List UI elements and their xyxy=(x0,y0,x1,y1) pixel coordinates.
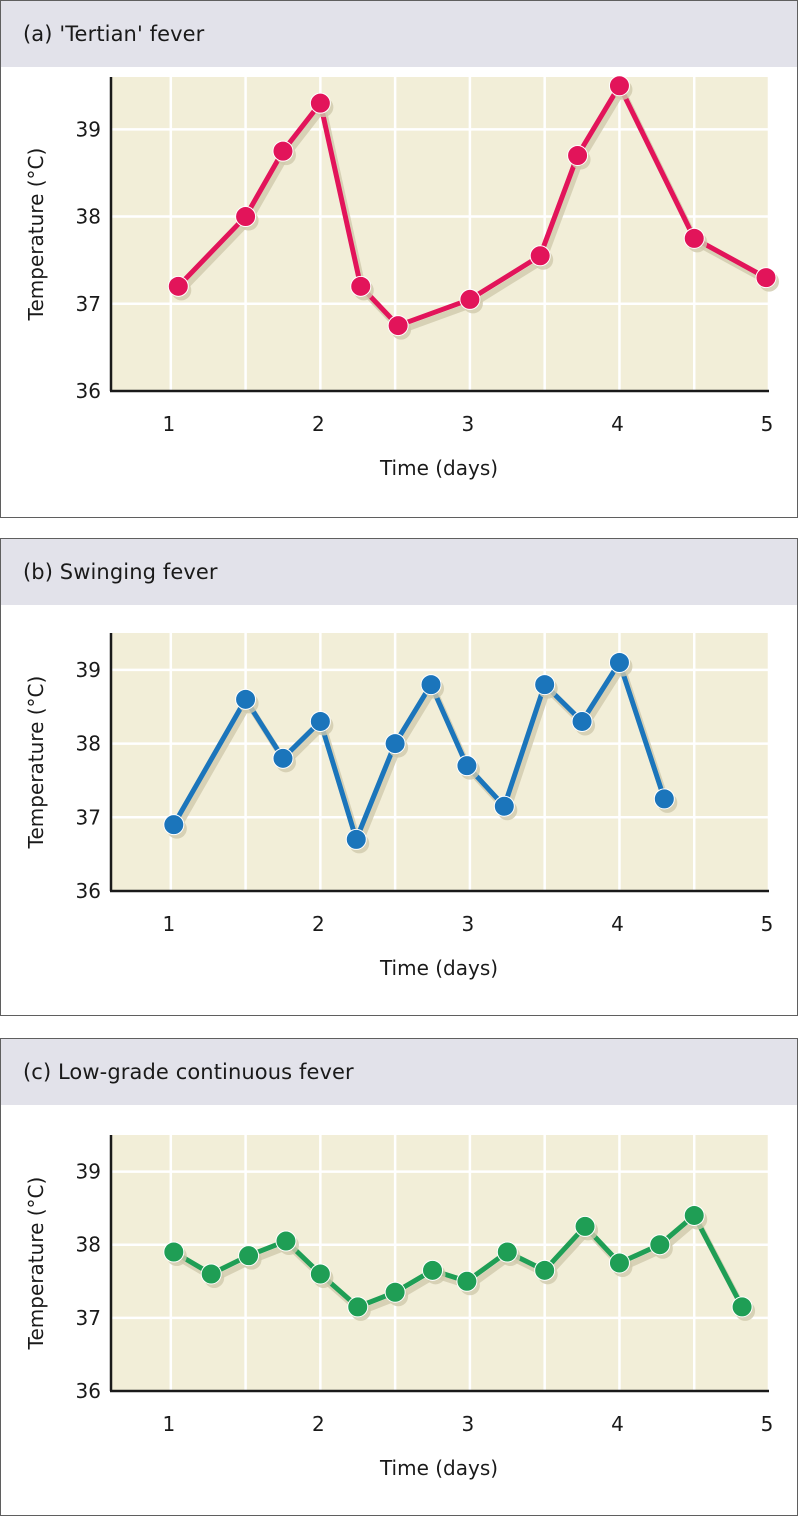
data-point xyxy=(163,814,185,836)
data-point xyxy=(755,267,777,289)
x-tick-label: 2 xyxy=(312,912,325,936)
panel-tertian: (a) 'Tertian' fever 36 37 38 39 1 2 3 4 5 Time (d… xyxy=(0,0,798,518)
data-point xyxy=(571,710,593,732)
x-tick-label: 1 xyxy=(162,912,175,936)
x-tick-label: 1 xyxy=(162,1412,175,1436)
y-tick-label: 37 xyxy=(76,1306,101,1330)
data-point xyxy=(272,747,294,769)
chart-title: (a) 'Tertian' fever xyxy=(23,22,205,46)
x-tick-label: 3 xyxy=(462,1412,475,1436)
data-point xyxy=(309,92,331,114)
chart-swinging: 36 37 38 39 1 2 3 4 5 Time (days) Temperature (°C) xyxy=(24,633,774,980)
x-tick-label: 5 xyxy=(761,1412,774,1436)
data-point xyxy=(422,1259,444,1281)
data-point xyxy=(272,140,294,162)
x-tick-label: 3 xyxy=(462,412,475,436)
data-point xyxy=(496,1241,518,1263)
data-point xyxy=(200,1263,222,1285)
panel-low-grade: (c) Low-grade continuous fever 36 37 38 39 1… xyxy=(0,1038,798,1516)
data-point xyxy=(649,1234,671,1256)
data-point xyxy=(683,1204,705,1226)
chart-title: (b) Swinging fever xyxy=(23,560,218,584)
y-axis-label: Temperature (°C) xyxy=(24,676,48,850)
y-tick-label: 38 xyxy=(76,205,101,229)
data-point xyxy=(350,275,372,297)
data-point xyxy=(238,1245,260,1267)
data-point xyxy=(493,795,515,817)
x-tick-label: 4 xyxy=(611,412,624,436)
data-point xyxy=(456,755,478,777)
data-point xyxy=(529,245,551,267)
data-point xyxy=(456,1270,478,1292)
chart-tertian: 36 37 38 39 1 2 3 4 5 Time (days) Temperature (°C) xyxy=(24,75,780,480)
x-tick-label: 5 xyxy=(761,412,774,436)
panel-header: (b) Swinging fever xyxy=(1,539,797,605)
data-point xyxy=(683,227,705,249)
data-point xyxy=(345,828,367,850)
y-tick-label: 37 xyxy=(76,805,101,829)
data-point xyxy=(309,1263,331,1285)
series-line xyxy=(176,83,768,329)
data-point xyxy=(608,1252,630,1274)
x-axis-label: Time (days) xyxy=(379,956,498,980)
chart-title: (c) Low-grade continuous fever xyxy=(23,1060,354,1084)
y-tick-label: 36 xyxy=(76,1379,101,1403)
data-point xyxy=(608,651,630,673)
data-point xyxy=(574,1215,596,1237)
data-point xyxy=(608,75,630,97)
series-line xyxy=(172,1212,745,1310)
y-tick-label: 39 xyxy=(76,1160,101,1184)
y-tick-label: 38 xyxy=(76,732,101,756)
data-point xyxy=(420,674,442,696)
data-point xyxy=(309,710,331,732)
data-point xyxy=(235,206,257,228)
data-point xyxy=(387,315,409,337)
x-tick-label: 3 xyxy=(462,912,475,936)
x-tick-label: 2 xyxy=(312,412,325,436)
x-tick-label: 2 xyxy=(312,1412,325,1436)
panel-header: (c) Low-grade continuous fever xyxy=(1,1039,797,1105)
data-point xyxy=(459,288,481,310)
y-axis-label: Temperature (°C) xyxy=(24,148,48,322)
x-axis-label: Time (days) xyxy=(379,1456,498,1480)
y-tick-label: 36 xyxy=(76,379,101,403)
plot-background xyxy=(111,633,769,891)
data-point xyxy=(731,1296,753,1318)
data-point xyxy=(167,275,189,297)
data-point xyxy=(275,1230,297,1252)
panel-header: (a) 'Tertian' fever xyxy=(1,1,797,67)
y-tick-label: 39 xyxy=(76,658,101,682)
y-tick-label: 39 xyxy=(76,117,101,141)
data-point xyxy=(384,1281,406,1303)
data-point xyxy=(163,1241,185,1263)
plot-background xyxy=(111,77,769,391)
data-point xyxy=(347,1296,369,1318)
data-point xyxy=(567,145,589,166)
x-tick-label: 1 xyxy=(162,412,175,436)
x-tick-label: 4 xyxy=(611,912,624,936)
panel-swinging: (b) Swinging fever 36 37 38 39 1 2 3 4 5 Time (da… xyxy=(0,538,798,1016)
chart-low-grade: 36 37 38 39 1 2 3 4 5 Time (days) Temperature (°C) xyxy=(24,1135,774,1480)
data-point xyxy=(653,788,675,810)
y-tick-label: 38 xyxy=(76,1233,101,1257)
series-shadow xyxy=(175,1217,748,1315)
data-point xyxy=(534,674,556,696)
x-axis-label: Time (days) xyxy=(379,456,498,480)
y-tick-label: 37 xyxy=(76,292,101,316)
data-point xyxy=(534,1259,556,1281)
data-point xyxy=(384,733,406,755)
data-point xyxy=(235,688,257,710)
y-axis-label: Temperature (°C) xyxy=(24,1177,48,1351)
x-tick-label: 4 xyxy=(611,1412,624,1436)
y-tick-label: 36 xyxy=(76,879,101,903)
x-tick-label: 5 xyxy=(761,912,774,936)
